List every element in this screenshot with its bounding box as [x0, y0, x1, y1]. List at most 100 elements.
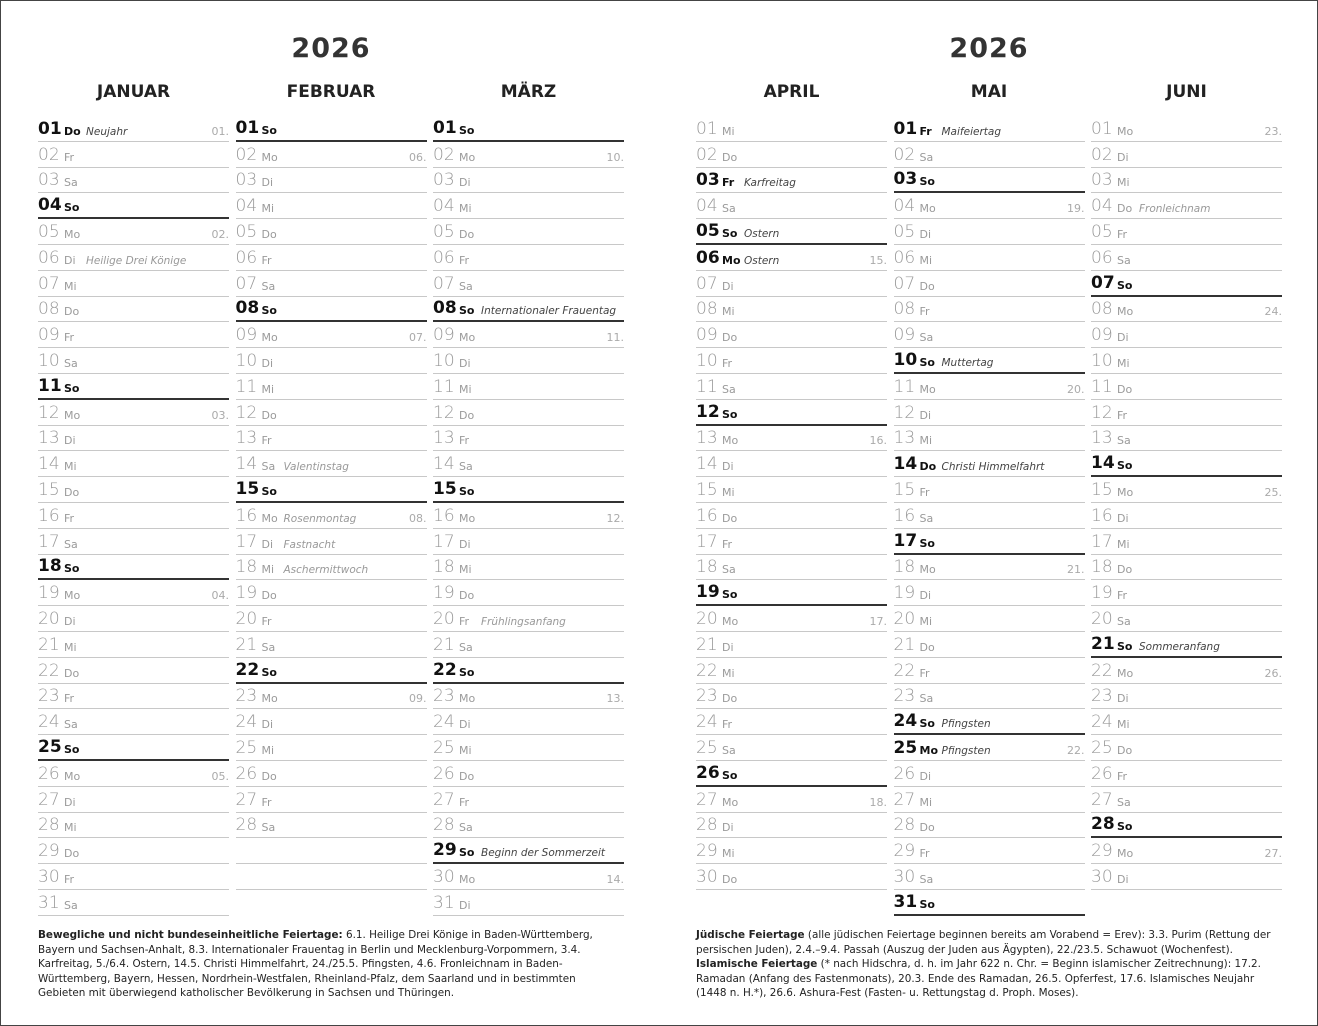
holiday: Aschermittwoch	[283, 564, 369, 577]
weekday: Do	[1117, 202, 1133, 216]
weekday: Sa	[1117, 253, 1131, 267]
day-row: 16 Mo 12.	[433, 503, 624, 529]
day-number: 23	[235, 686, 258, 707]
day-row: 18 Do	[1091, 555, 1282, 581]
weekday: Mo	[722, 614, 739, 628]
weekday: Mo	[722, 434, 739, 448]
weekday: Mi	[459, 743, 472, 757]
weekday: Sa	[919, 692, 934, 706]
day-row: 03 Sa	[38, 168, 229, 194]
day-row: 30 Fr	[38, 864, 229, 890]
day-row: 29 Fr	[893, 838, 1085, 865]
day-number: 25	[38, 736, 62, 757]
weekday: Di	[919, 769, 932, 783]
day-row: 16 Do	[696, 503, 887, 529]
weekday: Sa	[919, 331, 934, 345]
weekday: Fr	[722, 537, 733, 551]
weekday: Fr	[64, 331, 75, 345]
day-number: 20	[433, 608, 455, 629]
day-number: 05	[1091, 221, 1113, 242]
day-row: 15 Fr	[893, 477, 1085, 503]
day-row: 25 Mo Pfingsten 22.	[893, 735, 1085, 761]
weekday: Mo	[919, 563, 936, 577]
day-number: 27	[235, 789, 258, 810]
month-name: MAI	[970, 82, 1008, 102]
weekday: Mi	[919, 795, 933, 809]
holiday: Fastnacht	[283, 538, 336, 551]
weekday: Di	[64, 434, 76, 448]
day-number: 07	[433, 273, 455, 294]
day-number: 04	[893, 196, 916, 217]
weekday: Fr	[1117, 227, 1128, 241]
day-number: 07	[1091, 272, 1115, 293]
day-number: 09	[696, 325, 718, 346]
weekday: So	[722, 588, 738, 602]
weekday: Sa	[919, 150, 934, 164]
day-number: 04	[696, 196, 718, 217]
weekday: Do	[722, 331, 738, 345]
day-row: 29 Do	[38, 838, 229, 865]
weekday: Di	[722, 460, 734, 474]
day-row: 22 Mi	[696, 658, 887, 684]
day-number: 06	[235, 247, 258, 268]
weekday: Sa	[459, 821, 473, 835]
day-row: 10 Di	[433, 348, 624, 374]
day-number: 20	[235, 608, 258, 629]
day-number: 08	[1091, 299, 1113, 320]
day-number: 10	[1091, 350, 1113, 371]
weekday: Mi	[64, 640, 77, 654]
day-row: 21 So Sommeranfang	[1091, 632, 1282, 658]
weekday: So	[1117, 639, 1133, 653]
weekday: Sa	[722, 202, 736, 216]
day-number: 29	[696, 841, 718, 862]
holiday: Frühlingsanfang	[481, 615, 566, 628]
day-row: 16 Mo Rosenmontag 08.	[235, 503, 427, 529]
day-number: 21	[893, 634, 916, 655]
weekday: Di	[919, 408, 932, 422]
day-row: 17 Sa	[38, 529, 229, 555]
day-row: 30 Di	[1091, 864, 1282, 890]
day-row: 02 Di	[1091, 142, 1282, 168]
day-number: 05	[235, 221, 258, 242]
weekday: Sa	[919, 511, 934, 525]
weekday: Mo	[1117, 666, 1134, 680]
week-number: 14.	[606, 872, 625, 886]
day-number: 16	[1091, 505, 1113, 526]
week-number: 08.	[409, 511, 427, 525]
weekday: Do	[261, 227, 277, 241]
weekday: Do	[722, 872, 738, 886]
day-number: 24	[696, 712, 718, 733]
day-number: 27	[696, 789, 718, 810]
day-row: 04 Mi	[433, 193, 624, 220]
month-name: MÄRZ	[500, 82, 557, 102]
weekday: Mi	[64, 821, 77, 835]
weekday: Do	[459, 227, 475, 241]
day-row: 23 Mo 13.	[433, 684, 624, 710]
day-number: 19	[433, 583, 455, 604]
day-number: 05	[433, 221, 455, 242]
day-row: 06 Fr	[433, 245, 624, 271]
weekday: Mo	[919, 382, 936, 396]
weekday: Di	[459, 537, 471, 551]
day-number: 26	[893, 763, 916, 784]
day-row: 24 So Pfingsten	[893, 709, 1085, 736]
day-row: 14 Do Christi Himmelfahrt	[893, 451, 1085, 478]
day-number: 07	[235, 273, 258, 294]
day-number: 02	[1091, 144, 1113, 165]
day-row: 15 So	[235, 477, 427, 503]
day-row: 08 Mo 24.	[1091, 297, 1282, 323]
weekday: Mi	[722, 666, 735, 680]
day-number: 03	[1091, 170, 1113, 191]
day-row: 13 Fr	[235, 426, 427, 452]
day-number: 12	[235, 402, 258, 423]
day-number: 20	[1091, 608, 1113, 629]
day-row: 17 So	[893, 529, 1085, 555]
weekday: So	[261, 484, 277, 498]
day-row: 02 Mo 06.	[235, 142, 427, 168]
day-row: 15 So	[433, 477, 624, 503]
day-row: 31 Di	[433, 890, 624, 916]
weekday: Mi	[261, 743, 275, 757]
day-row: 22 Do	[38, 658, 229, 684]
day-row: 11 Sa	[696, 374, 887, 400]
